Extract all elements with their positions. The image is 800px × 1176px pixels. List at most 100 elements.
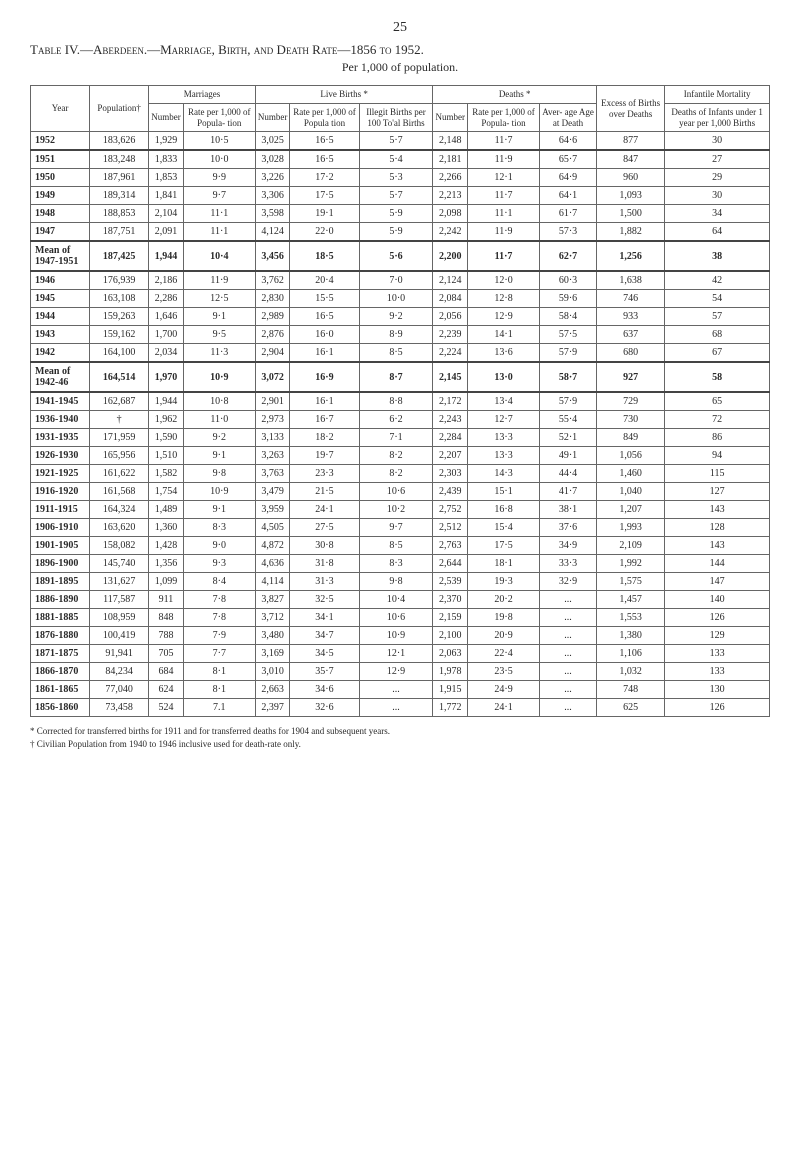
table-row: 1950187,9611,8539·93,22617·25·32,26612·1… <box>31 169 770 187</box>
table-row: 1943159,1621,7009·52,87616·08·92,23914·1… <box>31 326 770 344</box>
table-cell: 9·2 <box>359 308 433 326</box>
table-cell: 10·4 <box>183 241 255 271</box>
table-cell: 9·1 <box>183 308 255 326</box>
table-cell: 5·4 <box>359 150 433 169</box>
table-cell: 1861-1865 <box>31 681 90 699</box>
table-cell: 5·9 <box>359 223 433 242</box>
table-cell: 31·8 <box>290 555 359 573</box>
table-cell: 12·7 <box>467 411 539 429</box>
header-excess: Excess of Births over Deaths <box>596 86 664 132</box>
table-cell: ... <box>540 699 597 717</box>
table-cell: 3,598 <box>255 205 290 223</box>
table-cell: 1,853 <box>149 169 184 187</box>
table-cell: 1,944 <box>149 392 184 411</box>
table-cell: 1,646 <box>149 308 184 326</box>
table-body: 1952183,6261,92910·53,02516·55·72,14811·… <box>31 132 770 717</box>
table-cell: 32·9 <box>540 573 597 591</box>
table-cell: 2,109 <box>596 537 664 555</box>
table-cell: 62·7 <box>540 241 597 271</box>
table-cell: 44·4 <box>540 465 597 483</box>
table-cell: 847 <box>596 150 664 169</box>
table-cell: 1926-1930 <box>31 447 90 465</box>
table-cell: 17·5 <box>467 537 539 555</box>
table-cell: 23·5 <box>467 663 539 681</box>
table-cell: 1,638 <box>596 271 664 290</box>
table-cell: 2,124 <box>433 271 468 290</box>
table-cell: 2,172 <box>433 392 468 411</box>
table-cell: 960 <box>596 169 664 187</box>
table-cell: 11·9 <box>183 271 255 290</box>
table-cell: 3,712 <box>255 609 290 627</box>
table-cell: 165,956 <box>90 447 149 465</box>
table-cell: ... <box>540 591 597 609</box>
table-cell: 4,636 <box>255 555 290 573</box>
table-cell: 911 <box>149 591 184 609</box>
table-cell: 57·9 <box>540 392 597 411</box>
table-cell: 176,939 <box>90 271 149 290</box>
table-cell: 9·9 <box>183 169 255 187</box>
table-cell: 57·9 <box>540 344 597 363</box>
table-cell: 12·1 <box>467 169 539 187</box>
table-cell: 67 <box>665 344 770 363</box>
table-cell: 34·6 <box>290 681 359 699</box>
table-cell: 22·0 <box>290 223 359 242</box>
table-cell: 19·3 <box>467 573 539 591</box>
table-cell: 1931-1935 <box>31 429 90 447</box>
table-cell: 10·0 <box>183 150 255 169</box>
table-cell: 27·5 <box>290 519 359 537</box>
footnote-1: * Corrected for transferred births for 1… <box>30 725 770 738</box>
table-cell: 2,186 <box>149 271 184 290</box>
table-cell: 1916-1920 <box>31 483 90 501</box>
table-cell: 1,207 <box>596 501 664 519</box>
table-cell: 8·1 <box>183 663 255 681</box>
table-cell: 11·0 <box>183 411 255 429</box>
table-cell: 1952 <box>31 132 90 151</box>
table-cell: 127 <box>665 483 770 501</box>
table-cell: 11·3 <box>183 344 255 363</box>
table-title: Table IV.—Aberdeen.—Marriage, Birth, and… <box>30 42 770 58</box>
table-cell: 2,539 <box>433 573 468 591</box>
table-cell: 625 <box>596 699 664 717</box>
table-cell: 2,763 <box>433 537 468 555</box>
table-cell: 19·1 <box>290 205 359 223</box>
table-cell: 143 <box>665 501 770 519</box>
table-cell: 2,091 <box>149 223 184 242</box>
table-cell: 2,084 <box>433 290 468 308</box>
data-table: Year Population† Marriages Live Births *… <box>30 85 770 717</box>
table-cell: 2,063 <box>433 645 468 663</box>
table-cell: 21·5 <box>290 483 359 501</box>
table-cell: 16·7 <box>290 411 359 429</box>
table-cell: 3,169 <box>255 645 290 663</box>
table-cell: 18·2 <box>290 429 359 447</box>
table-cell: 6·2 <box>359 411 433 429</box>
table-row: 1881-1885108,9598487·83,71234·110·62,159… <box>31 609 770 627</box>
table-cell: 1,833 <box>149 150 184 169</box>
table-cell: 1921-1925 <box>31 465 90 483</box>
table-cell: 1948 <box>31 205 90 223</box>
table-cell: 117,587 <box>90 591 149 609</box>
table-row: 1947187,7512,09111·14,12422·05·92,24211·… <box>31 223 770 242</box>
table-cell: 624 <box>149 681 184 699</box>
table-cell: 2,200 <box>433 241 468 271</box>
table-cell: 10·9 <box>183 362 255 392</box>
table-cell: 2,989 <box>255 308 290 326</box>
table-row: 1952183,6261,92910·53,02516·55·72,14811·… <box>31 132 770 151</box>
table-cell: 1,510 <box>149 447 184 465</box>
table-cell: ... <box>540 663 597 681</box>
table-cell: 140 <box>665 591 770 609</box>
table-row: 1871-187591,9417057·73,16934·512·12,0632… <box>31 645 770 663</box>
table-cell: 8·1 <box>183 681 255 699</box>
table-cell: 1,056 <box>596 447 664 465</box>
table-row: 1944159,2631,6469·12,98916·59·22,05612·9… <box>31 308 770 326</box>
table-cell: 1,754 <box>149 483 184 501</box>
table-cell: 1,428 <box>149 537 184 555</box>
table-cell: 38·1 <box>540 501 597 519</box>
table-cell: 13·0 <box>467 362 539 392</box>
table-cell: 32·5 <box>290 591 359 609</box>
table-cell: 13·3 <box>467 447 539 465</box>
table-cell: 189,314 <box>90 187 149 205</box>
table-cell: 34 <box>665 205 770 223</box>
table-cell: 19·7 <box>290 447 359 465</box>
table-row: Mean of 1942-46164,5141,97010·93,07216·9… <box>31 362 770 392</box>
table-row: 1901-1905158,0821,4289·04,87230·88·52,76… <box>31 537 770 555</box>
